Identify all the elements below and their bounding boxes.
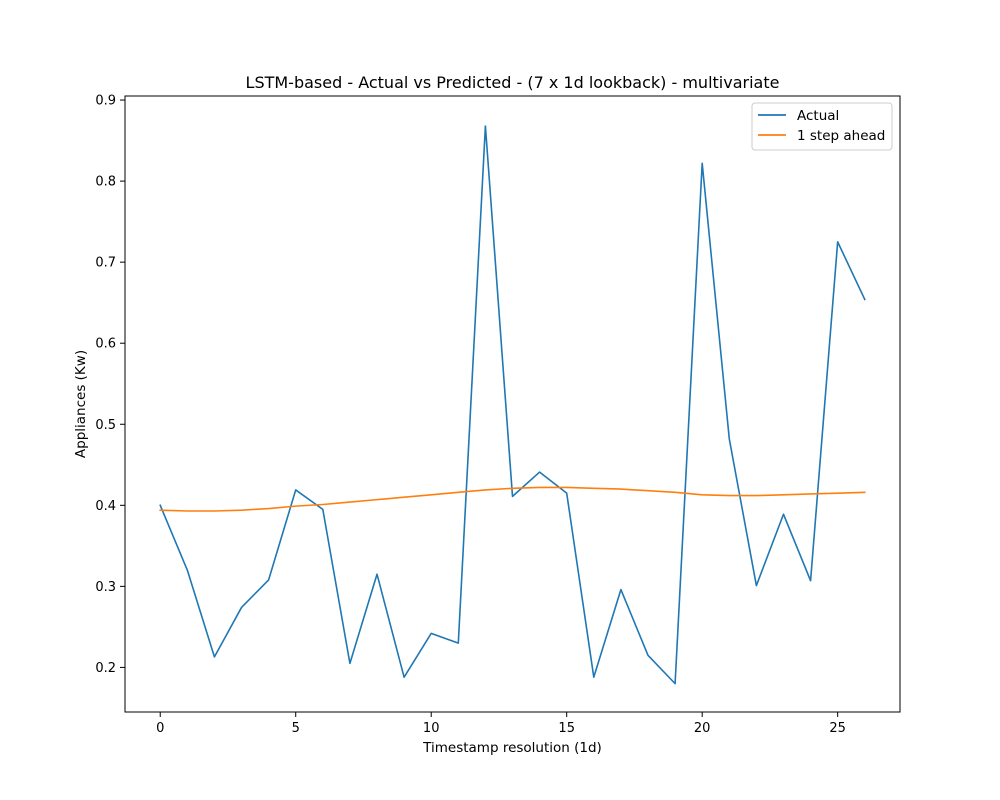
- x-tick-label: 20: [694, 721, 711, 736]
- y-tick-label: 0.7: [95, 256, 116, 271]
- legend-label: Actual: [797, 108, 839, 124]
- series-layer: [159, 125, 866, 685]
- y-tick-label: 0.9: [95, 94, 116, 109]
- x-tick-label: 25: [829, 721, 846, 736]
- legend: Actual 1 step ahead: [751, 102, 893, 151]
- plot-background: [125, 96, 900, 712]
- y-tick-label: 0.5: [95, 418, 116, 433]
- x-axis-title: Timestamp resolution (1d): [422, 740, 602, 756]
- y-tick-label: 0.6: [95, 337, 116, 352]
- legend-box: [751, 102, 893, 151]
- legend-label: 1 step ahead: [797, 128, 885, 144]
- series-line-actual: [159, 125, 866, 685]
- y-tick-label: 0.2: [95, 661, 116, 676]
- plot-area: [124, 95, 901, 713]
- x-axis: 0 5 10 15 20 25: [156, 712, 846, 736]
- x-tick-label: 10: [423, 721, 440, 736]
- y-tick-label: 0.3: [95, 580, 116, 595]
- series-line-one-step-ahead: [159, 486, 866, 512]
- x-tick-label: 0: [156, 721, 164, 736]
- y-axis-title: Appliances (Kw): [73, 350, 89, 458]
- x-tick-label: 15: [558, 721, 575, 736]
- chart-title: LSTM-based - Actual vs Predicted - (7 x …: [246, 73, 780, 92]
- y-axis: 0.2 0.3 0.4 0.5 0.6 0.7 0.8 0.9: [95, 94, 125, 676]
- y-tick-label: 0.8: [95, 175, 116, 190]
- y-tick-label: 0.4: [95, 499, 116, 514]
- x-tick-label: 5: [292, 721, 300, 736]
- axes-frame: [124, 95, 901, 713]
